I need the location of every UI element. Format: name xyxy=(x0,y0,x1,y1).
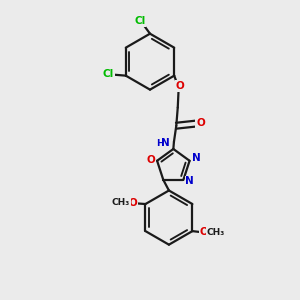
Text: Cl: Cl xyxy=(134,16,145,26)
Text: N: N xyxy=(192,153,200,164)
Text: O: O xyxy=(176,81,184,91)
Text: O: O xyxy=(129,198,137,208)
Text: Cl: Cl xyxy=(103,69,114,79)
Text: O: O xyxy=(146,154,155,165)
Text: O: O xyxy=(196,118,205,128)
Text: H: H xyxy=(157,139,164,148)
Text: O: O xyxy=(200,227,208,237)
Text: CH₃: CH₃ xyxy=(112,198,130,207)
Text: CH₃: CH₃ xyxy=(207,228,225,237)
Text: N: N xyxy=(161,138,170,148)
Text: N: N xyxy=(185,176,194,186)
